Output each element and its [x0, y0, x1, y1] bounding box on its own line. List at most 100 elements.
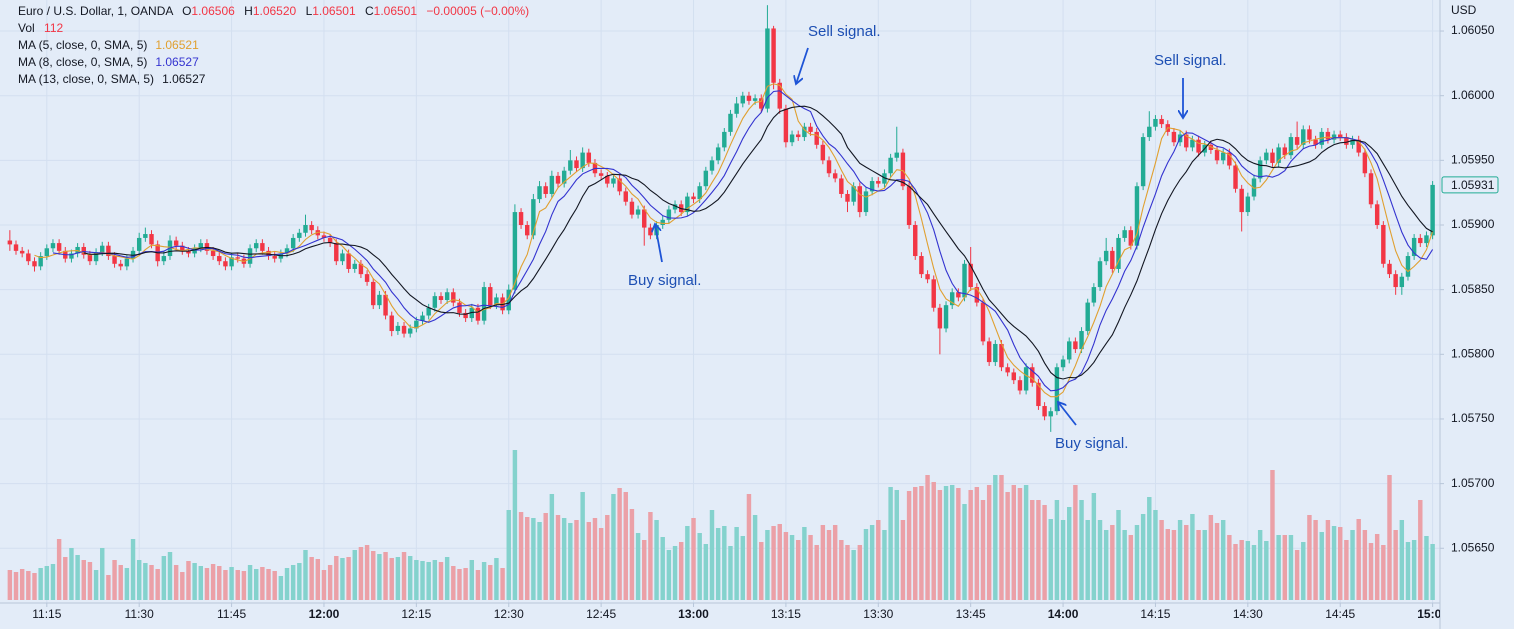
annotations: Sell signal. Buy signal. Sell signal. Bu…: [628, 23, 1227, 452]
candle-body: [561, 170, 567, 184]
volume-bar: [678, 542, 684, 600]
ohlc-value: 1.06501: [374, 4, 418, 18]
ohlc-label: O: [182, 4, 191, 18]
volume-bar: [771, 526, 776, 600]
candle-body: [525, 225, 530, 236]
candle-body: [1387, 263, 1392, 275]
volume-bar: [660, 537, 665, 600]
ma-line: [83, 105, 1433, 380]
ma-legend-entry: MA (8, close, 0, SMA, 5) 1.06527: [18, 55, 199, 69]
x-tick-label: 13:30: [863, 607, 893, 621]
candle-body: [426, 307, 431, 316]
volume-bar: [284, 568, 290, 600]
volume-bar: [1165, 529, 1170, 600]
ohlc-value: 1.06506: [191, 4, 235, 18]
volume-bar: [444, 557, 450, 600]
volume-bar: [876, 520, 881, 600]
volume-bar: [703, 544, 709, 600]
candle-body: [919, 256, 924, 275]
volume-bar: [826, 530, 832, 600]
candle-body: [635, 209, 641, 215]
volume-bar: [549, 494, 555, 600]
volume-bar: [106, 575, 111, 600]
volume-bar: [414, 560, 419, 600]
candle-body: [913, 225, 918, 257]
candle-body: [1122, 230, 1127, 238]
candle-body: [1067, 341, 1072, 360]
annotation: Sell signal.: [808, 23, 881, 40]
volume-bar: [210, 564, 216, 600]
candle-body: [802, 126, 807, 138]
candle-body: [414, 320, 419, 329]
candle-body: [26, 253, 31, 262]
candle-body: [586, 152, 592, 163]
candle-body: [1042, 406, 1047, 417]
candle-body: [752, 98, 758, 101]
annotation: Buy signal.: [628, 272, 701, 289]
y-tick-label: 1.05800: [1451, 346, 1495, 360]
candle-body: [1023, 367, 1029, 391]
candle-body: [1356, 139, 1361, 153]
volume-bar: [1264, 541, 1269, 600]
x-tick-label: 14:45: [1325, 607, 1355, 621]
y-tick-label: 1.05700: [1451, 476, 1495, 490]
x-tick-label: 12:00: [309, 607, 340, 621]
volume-bar: [494, 558, 499, 600]
candle-body: [956, 292, 961, 298]
last-price-tag: 1.05931: [1441, 176, 1499, 194]
candle-body: [143, 234, 148, 238]
volume-bar: [962, 504, 967, 600]
volume-bar: [1159, 520, 1164, 600]
candle-body: [32, 261, 37, 267]
volume-bar: [401, 552, 407, 600]
volume-bar: [297, 563, 302, 600]
candle-body: [623, 191, 628, 202]
volume-bar: [1381, 545, 1386, 600]
candle-body: [537, 186, 542, 200]
volume-bar: [605, 515, 610, 600]
candle-body: [290, 237, 296, 249]
volume-bar: [235, 570, 240, 600]
volume-bar: [1393, 530, 1398, 600]
candle-body: [691, 196, 696, 200]
annotation: Sell signal.: [1154, 52, 1227, 69]
volume-bar: [173, 565, 179, 600]
volume-bar: [389, 558, 394, 600]
volume-bar: [1110, 525, 1115, 600]
candle-body: [1103, 250, 1109, 262]
volume-bar: [808, 535, 813, 600]
candle-body: [746, 95, 752, 101]
candle-body: [1251, 178, 1257, 197]
volume-bar: [44, 566, 50, 600]
volume-bar: [1128, 535, 1134, 600]
volume-bar: [1430, 544, 1435, 600]
candle-body: [420, 315, 425, 321]
volume-bar: [1294, 550, 1300, 600]
volume-bar: [1362, 530, 1368, 600]
candle-body: [734, 103, 739, 114]
volume-bar: [1030, 500, 1035, 600]
volume-bar: [254, 569, 259, 600]
candle-body: [759, 98, 764, 109]
volume-bar: [1079, 500, 1084, 600]
volume-bar: [130, 539, 136, 600]
candle-body: [1233, 165, 1238, 189]
candle-body: [1073, 341, 1078, 350]
volume-bar: [1091, 493, 1097, 600]
candle-body: [358, 263, 364, 275]
volume-bar: [623, 492, 628, 600]
last-price-label: 1.05931: [1451, 178, 1495, 192]
volume-bar: [993, 475, 998, 600]
candle-body: [1171, 131, 1177, 143]
volume-bar: [340, 558, 345, 600]
candle-body: [1411, 237, 1417, 257]
candle-body: [993, 343, 998, 363]
volume-bar: [500, 568, 505, 600]
volume-bar: [1054, 500, 1060, 600]
candle-body: [364, 274, 370, 282]
candle-body: [254, 243, 259, 249]
candle-body: [321, 235, 327, 238]
candle-body: [1030, 367, 1035, 383]
volume-bar: [198, 566, 204, 600]
